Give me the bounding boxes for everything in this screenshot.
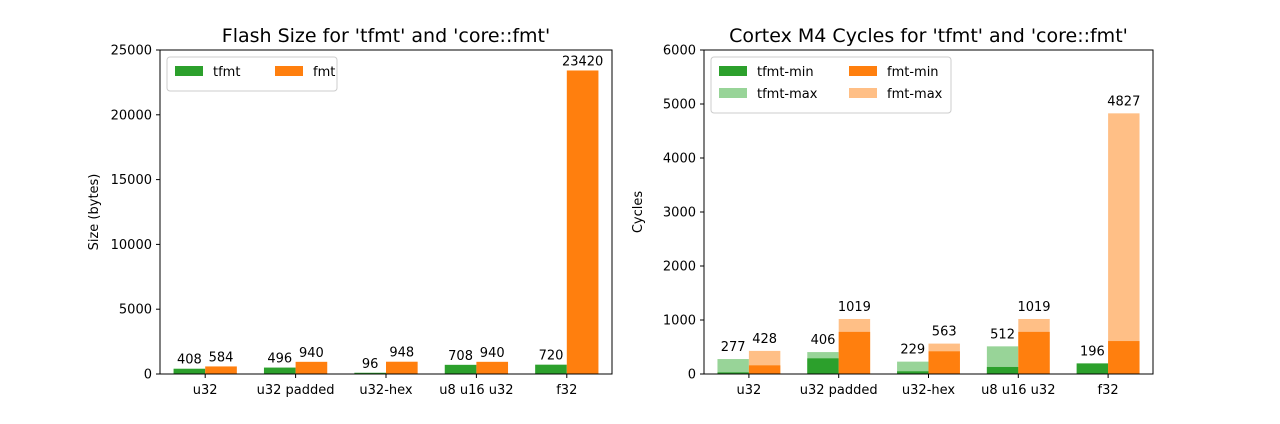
- bar-tfmt: [354, 372, 386, 374]
- x-tick-label: u8 u16 u32: [439, 383, 513, 398]
- bar-fmt-min: [1108, 341, 1140, 374]
- x-tick-label: u32 padded: [800, 383, 878, 398]
- data-label-fmt: 584: [209, 350, 234, 365]
- y-tick-label: 1000: [663, 314, 696, 329]
- y-tick-label: 20000: [111, 108, 152, 123]
- y-tick-label: 10000: [111, 238, 152, 253]
- bar-tfmt-min: [1076, 363, 1109, 374]
- legend-label-fmt-max: fmt-max: [887, 87, 943, 102]
- legend-box: [166, 56, 338, 92]
- legend-swatch-fmt-max: [849, 88, 877, 98]
- bar-fmt-min: [1018, 331, 1050, 374]
- legend-swatch-tfmt: [175, 66, 203, 76]
- bar-tfmt-min: [897, 371, 929, 374]
- y-tick-label: 5000: [663, 98, 696, 113]
- bar-tfmt-max: [897, 361, 929, 374]
- x-tick-label: u32: [193, 383, 218, 398]
- data-label-tfmt: 229: [900, 343, 925, 358]
- cycles-chart: Cortex M4 Cycles for 'tfmt' and 'core::f…: [631, 25, 1154, 398]
- y-tick-label: 2000: [663, 260, 696, 275]
- data-label-tfmt: 96: [362, 357, 379, 372]
- data-label-fmt: 1019: [838, 300, 871, 315]
- data-label-tfmt: 720: [539, 349, 564, 364]
- bar-tfmt: [263, 367, 296, 374]
- bar-tfmt-min: [717, 372, 749, 374]
- chart-title: Flash Size for 'tfmt' and 'core::fmt': [222, 25, 550, 47]
- y-tick-label: 6000: [663, 44, 696, 59]
- y-tick-label: 4000: [663, 152, 696, 167]
- x-tick-label: u32-hex: [359, 383, 412, 398]
- x-tick-label: u32-hex: [902, 383, 955, 398]
- x-tick-label: u32 padded: [257, 383, 335, 398]
- bar-fmt-max: [1108, 113, 1140, 374]
- bar-fmt-min: [748, 365, 781, 374]
- data-label-tfmt: 196: [1080, 344, 1105, 359]
- plot-frame: [159, 49, 613, 375]
- legend-swatch-fmt-min: [849, 66, 877, 76]
- bar-fmt-min: [838, 331, 871, 374]
- data-label-tfmt: 408: [177, 353, 202, 368]
- legend-swatch-tfmt-max: [719, 88, 747, 98]
- y-tick-label: 3000: [663, 206, 696, 221]
- bar-fmt: [566, 70, 599, 374]
- bar-tfmt-max: [717, 359, 749, 374]
- bar-fmt: [386, 361, 418, 374]
- legend-label-tfmt-max: tfmt-max: [757, 87, 818, 102]
- x-tick-label: f32: [556, 383, 577, 398]
- y-tick-label: 5000: [119, 303, 152, 318]
- data-label-tfmt: 512: [990, 327, 1015, 342]
- y-tick-label: 25000: [111, 44, 152, 59]
- x-tick-label: u8 u16 u32: [981, 383, 1055, 398]
- y-tick-label: 15000: [111, 173, 152, 188]
- flash-size-chart: Flash Size for 'tfmt' and 'core::fmt'0 50…: [87, 25, 613, 398]
- bar-tfmt: [444, 364, 477, 374]
- plot-frame: [703, 49, 1154, 375]
- data-label-fmt: 563: [932, 325, 957, 340]
- bar-fmt-min: [928, 351, 960, 374]
- legend-label-tfmt-min: tfmt-min: [757, 65, 814, 80]
- data-label-tfmt: 277: [721, 340, 746, 355]
- bar-tfmt: [535, 364, 567, 374]
- legend-label-fmt: fmt: [313, 65, 335, 80]
- data-label-fmt: 428: [752, 332, 777, 347]
- data-label-tfmt: 708: [448, 349, 473, 364]
- bar-tfmt-min: [807, 358, 839, 374]
- legend-swatch-tfmt-min: [719, 66, 747, 76]
- y-tick-label: 0: [144, 368, 152, 383]
- y-tick-label: 0: [688, 368, 696, 383]
- x-tick-label: u32: [737, 383, 762, 398]
- bar-tfmt-min: [986, 366, 1019, 374]
- legend-label-tfmt: tfmt: [213, 65, 240, 80]
- bar-fmt: [295, 361, 328, 374]
- data-label-fmt: 940: [480, 346, 505, 361]
- data-label-fmt: 1019: [1017, 300, 1050, 315]
- data-label-fmt: 4827: [1107, 94, 1140, 109]
- legend-box: [710, 56, 952, 114]
- legend-label-fmt-min: fmt-min: [887, 65, 939, 80]
- bar-fmt: [476, 361, 509, 374]
- chart-title: Cortex M4 Cycles for 'tfmt' and 'core::f…: [729, 25, 1128, 47]
- data-label-fmt: 23420: [562, 54, 603, 69]
- x-tick-label: f32: [1098, 383, 1119, 398]
- legend-swatch-fmt: [275, 66, 303, 76]
- data-label-fmt: 940: [299, 346, 324, 361]
- data-label-tfmt: 496: [267, 352, 292, 367]
- bar-fmt: [205, 366, 237, 374]
- y-axis-label: Cycles: [631, 191, 646, 234]
- data-label-tfmt: 406: [811, 333, 836, 348]
- y-axis-label: Size (bytes): [87, 174, 102, 251]
- bar-tfmt: [173, 368, 206, 374]
- data-label-fmt: 948: [389, 346, 414, 361]
